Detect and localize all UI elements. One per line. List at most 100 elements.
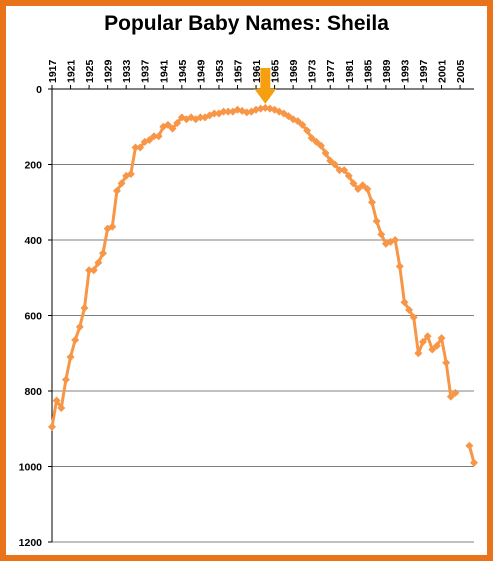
data-point [196,113,205,122]
x-tick-label: 1941 [158,59,170,83]
arrow-annotation [254,68,277,104]
data-point [224,107,233,116]
data-point [437,334,446,343]
data-point [358,181,367,190]
data-point [52,396,61,405]
data-point [80,303,89,312]
data-point [48,422,56,431]
data-point [326,156,335,165]
data-point [432,341,441,350]
series-sheila [48,103,478,467]
x-tick-label: 1917 [47,59,59,83]
x-tick-label: 1957 [232,59,244,83]
data-point [312,137,321,146]
data-point [344,171,353,180]
x-tick-label: 1997 [418,59,430,83]
y-tick-label: 800 [24,386,42,398]
data-point [219,107,228,116]
data-point [117,179,126,188]
data-point [335,166,344,175]
data-point [330,160,339,169]
data-point [99,249,108,258]
data-point [363,185,372,194]
data-point [126,169,135,178]
x-tick-label: 2005 [455,59,467,83]
data-point [391,236,400,244]
data-point [340,166,349,175]
x-tick-label: 1993 [399,59,411,83]
x-tick-label: 1921 [66,59,78,83]
data-point [446,392,455,401]
arrow-shaft [260,68,271,90]
data-point [316,141,325,150]
arrow-head [254,88,277,104]
data-point [423,332,432,341]
x-axis-tick-labels: 1917 1921 1925 1929 1933 1937 1941 1945 1949 1953… [47,59,467,83]
x-tick-label: 1985 [362,59,374,83]
data-point [145,135,154,144]
y-axis-tick-labels: 0 200 400 600 800 1000 1200 [19,84,43,549]
x-tick-label: 1925 [84,59,96,83]
data-point [75,322,84,331]
data-point [57,403,66,412]
data-point [112,186,121,195]
x-tick-label: 1949 [195,59,207,83]
data-point [61,375,70,384]
data-point [89,266,98,275]
data-point [418,337,427,346]
data-point [428,345,437,354]
y-tick-label: 1000 [19,462,43,474]
x-tick-label: 1953 [214,59,226,83]
x-tick-label: 1933 [121,59,133,83]
y-tick-label: 200 [24,160,42,172]
data-point [136,143,145,152]
data-point [377,230,386,239]
x-tick-label: 1945 [177,59,189,83]
data-point [71,336,80,345]
data-point [354,185,363,194]
data-point [414,349,423,358]
data-point [154,132,163,141]
x-tick-label: 1977 [325,59,337,83]
data-point [451,388,460,397]
series-line [50,106,457,428]
y-tick-label: 400 [24,235,42,247]
x-tick-label: 2001 [437,59,449,83]
data-point [349,179,358,188]
axes [48,85,474,543]
data-point [400,298,409,307]
data-point [303,126,312,135]
data-point [150,132,159,141]
data-point [367,198,376,207]
x-tick-label: 1965 [270,59,282,83]
x-tick-label: 1929 [103,59,115,83]
data-point [131,143,140,152]
data-point [405,305,414,314]
data-point [465,441,474,450]
data-point [298,120,307,129]
data-point [442,358,451,367]
x-tick-label: 1973 [307,59,319,83]
annotations [254,68,277,104]
y-tick-label: 1200 [19,537,43,549]
data-point [94,258,103,267]
data-point [321,149,330,158]
data-point [395,262,404,271]
y-tick-label: 0 [36,84,42,96]
data-point [173,118,182,127]
x-tick-label: 1989 [381,59,393,83]
data-point [66,353,75,362]
x-tick-label: 1981 [344,59,356,83]
data-point [409,313,418,322]
data-point [168,124,177,133]
chart-title: Popular Baby Names: Sheila [104,12,389,35]
data-point [108,222,117,231]
x-tick-label: 1937 [140,59,152,83]
data-point [163,120,172,129]
x-tick-label: 1969 [288,59,300,83]
data-point [372,217,381,226]
data-point [85,266,94,275]
data-point [293,117,302,126]
